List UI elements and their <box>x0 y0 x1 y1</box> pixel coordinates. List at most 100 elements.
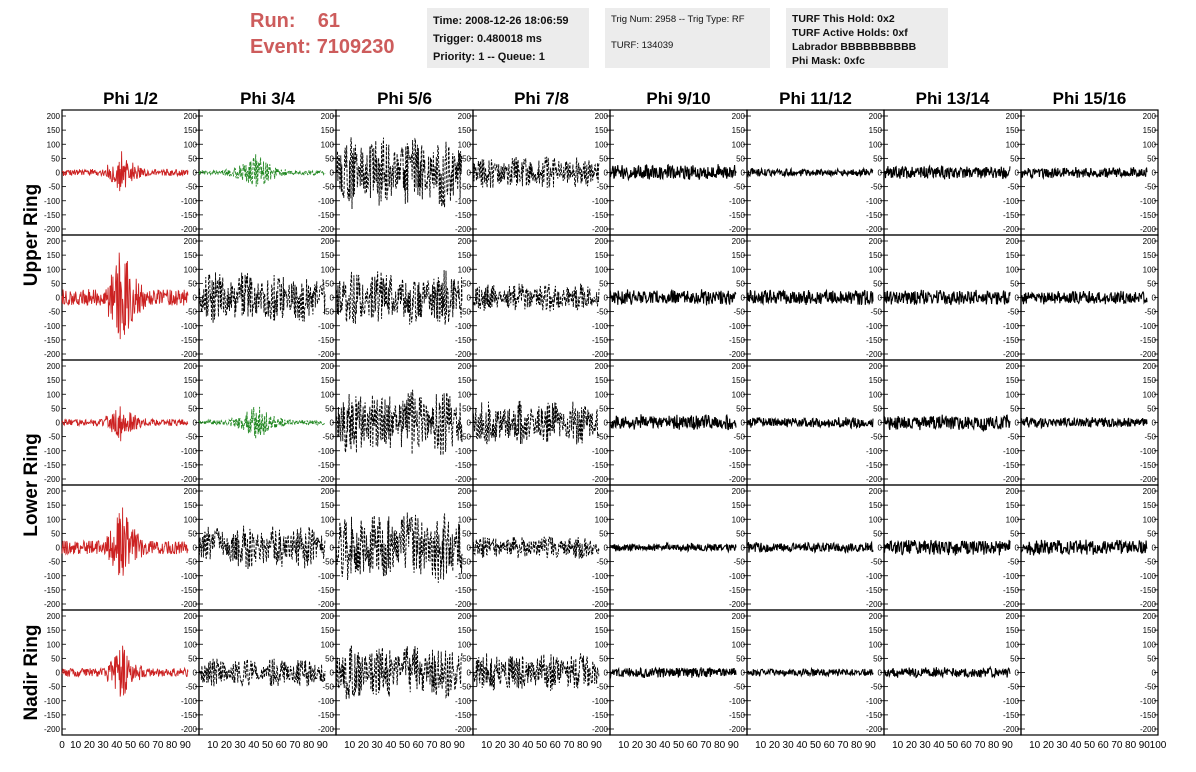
y-tick-label: -50 <box>596 308 608 317</box>
x-tick-label: 40 <box>522 740 534 751</box>
y-tick-label: 100 <box>869 515 883 524</box>
y-tick-label: -100 <box>592 697 609 706</box>
y-tick-label: 50 <box>736 154 745 163</box>
y-tick-label: 150 <box>595 376 609 385</box>
y-tick-label: -100 <box>44 197 61 206</box>
waveform-line <box>1020 290 1148 305</box>
y-tick-label: 50 <box>873 279 882 288</box>
y-tick-label: -200 <box>44 475 61 484</box>
x-tick-label: 30 <box>783 740 795 751</box>
y-tick-label: 200 <box>184 612 198 621</box>
y-tick-label: 0 <box>604 544 609 553</box>
y-tick-label: -150 <box>729 211 746 220</box>
y-tick-label: -50 <box>322 183 334 192</box>
y-tick-label: 50 <box>599 154 608 163</box>
waveform-line <box>609 163 737 182</box>
y-tick-label: -100 <box>592 572 609 581</box>
y-tick-label: 100 <box>184 265 198 274</box>
y-tick-label: 100 <box>321 265 335 274</box>
y-tick-label: 50 <box>188 279 197 288</box>
y-tick-label: 200 <box>184 112 198 121</box>
y-tick-label: 0 <box>193 419 198 428</box>
y-tick-label: 50 <box>462 654 471 663</box>
y-tick-label: 50 <box>325 404 334 413</box>
y-tick-label: -200 <box>181 350 198 359</box>
y-tick-label: 0 <box>56 544 61 553</box>
y-tick-label: -50 <box>185 308 197 317</box>
y-tick-label: 100 <box>595 390 609 399</box>
y-tick-label: -200 <box>181 225 198 234</box>
y-tick-label: 150 <box>458 626 472 635</box>
y-tick-label: 50 <box>873 529 882 538</box>
y-tick-label: 150 <box>321 501 335 510</box>
y-tick-label: 50 <box>462 279 471 288</box>
y-tick-label: -150 <box>729 711 746 720</box>
y-tick-label: 0 <box>330 669 335 678</box>
y-tick-label: 0 <box>330 294 335 303</box>
y-tick-label: -150 <box>44 211 61 220</box>
x-tick-label: 50 <box>125 740 137 751</box>
waveform-line <box>883 289 1011 306</box>
y-tick-label: -100 <box>455 197 472 206</box>
y-tick-label: 0 <box>330 419 335 428</box>
x-tick-label: 80 <box>577 740 589 751</box>
y-tick-label: -100 <box>318 322 335 331</box>
y-tick-label: 0 <box>878 669 883 678</box>
y-tick-label: 100 <box>732 515 746 524</box>
y-tick-label: 150 <box>47 501 61 510</box>
y-tick-label: 0 <box>467 544 472 553</box>
y-tick-label: -100 <box>455 572 472 581</box>
waveform-line <box>335 389 463 456</box>
x-tick-label: 90 <box>591 740 603 751</box>
waveform-line <box>883 539 1011 556</box>
y-tick-label: 0 <box>741 169 746 178</box>
y-tick-label: -150 <box>592 336 609 345</box>
y-tick-label: -150 <box>1003 461 1020 470</box>
waveform-line <box>883 414 1011 433</box>
waveform-line <box>609 541 737 554</box>
y-tick-label: 50 <box>599 654 608 663</box>
y-tick-label: 50 <box>51 154 60 163</box>
y-tick-label: 200 <box>732 612 746 621</box>
x-tick-label: 50 <box>399 740 411 751</box>
x-tick-label: 40 <box>248 740 260 751</box>
x-tick-label: 50 <box>262 740 274 751</box>
y-tick-label: -150 <box>1140 711 1157 720</box>
y-tick-label: 0 <box>604 669 609 678</box>
y-tick-label: 200 <box>458 612 472 621</box>
waveform-line <box>198 154 326 187</box>
y-tick-label: 50 <box>51 279 60 288</box>
y-tick-label: -100 <box>1003 447 1020 456</box>
y-tick-label: -50 <box>459 308 471 317</box>
x-tick-label: 40 <box>933 740 945 751</box>
y-tick-label: -200 <box>318 600 335 609</box>
y-tick-label: -150 <box>455 586 472 595</box>
y-tick-label: 100 <box>1006 265 1020 274</box>
y-tick-label: -100 <box>1003 572 1020 581</box>
x-tick-label: 20 <box>358 740 370 751</box>
y-tick-label: 50 <box>736 279 745 288</box>
x-tick-label: 40 <box>1070 740 1082 751</box>
waveform-line <box>883 164 1011 180</box>
y-tick-label: 50 <box>1147 529 1156 538</box>
y-tick-label: -200 <box>592 225 609 234</box>
y-tick-label: -100 <box>44 697 61 706</box>
y-tick-label: 150 <box>1006 126 1020 135</box>
y-tick-label: -100 <box>866 697 883 706</box>
x-tick-label: 20 <box>632 740 644 751</box>
y-tick-label: 200 <box>732 487 746 496</box>
y-tick-label: 100 <box>595 515 609 524</box>
y-tick-label: 0 <box>56 169 61 178</box>
x-tick-label: 10 <box>892 740 904 751</box>
y-tick-label: 100 <box>732 265 746 274</box>
y-tick-label: -200 <box>1140 725 1157 734</box>
y-tick-label: 100 <box>458 390 472 399</box>
y-tick-label: 0 <box>604 419 609 428</box>
y-tick-label: 150 <box>1143 626 1157 635</box>
y-tick-label: 50 <box>1010 279 1019 288</box>
y-tick-label: -50 <box>459 433 471 442</box>
y-tick-label: -200 <box>318 225 335 234</box>
waveform-line <box>883 665 1011 679</box>
y-tick-label: 200 <box>1006 612 1020 621</box>
y-tick-label: -50 <box>322 433 334 442</box>
